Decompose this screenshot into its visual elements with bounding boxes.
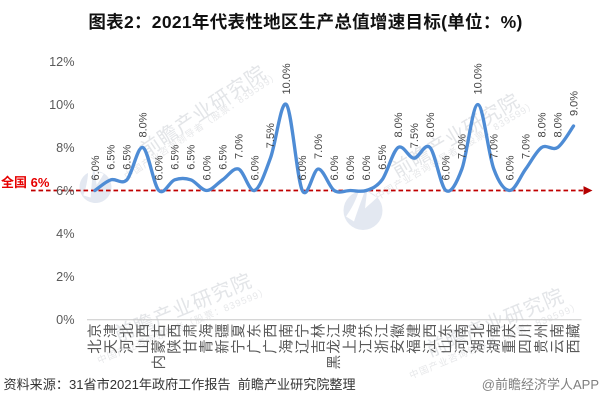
svg-text:重庆: 重庆 bbox=[499, 322, 520, 353]
svg-text:山西: 山西 bbox=[132, 322, 153, 353]
svg-text:2%: 2% bbox=[56, 266, 74, 285]
svg-text:内蒙古: 内蒙古 bbox=[148, 322, 169, 369]
svg-text:安徽: 安徽 bbox=[387, 322, 408, 353]
svg-text:6.0%: 6.0% bbox=[342, 155, 358, 180]
svg-text:浙江: 浙江 bbox=[371, 322, 392, 353]
svg-text:@前瞻经济学人APP: @前瞻经济学人APP bbox=[482, 374, 599, 393]
svg-text:湖北: 湖北 bbox=[467, 322, 488, 353]
svg-text:山东: 山东 bbox=[435, 322, 456, 353]
svg-text:8.0%: 8.0% bbox=[422, 112, 438, 137]
svg-text:0%: 0% bbox=[56, 309, 74, 328]
svg-text:宁夏: 宁夏 bbox=[228, 322, 249, 353]
svg-text:6.0%: 6.0% bbox=[198, 155, 214, 180]
svg-text:上海: 上海 bbox=[339, 322, 360, 353]
svg-text:6.0%: 6.0% bbox=[151, 155, 167, 180]
svg-text:6%: 6% bbox=[56, 180, 74, 199]
svg-text:四川: 四川 bbox=[515, 322, 536, 353]
svg-text:10.0%: 10.0% bbox=[278, 63, 294, 94]
svg-text:广西: 广西 bbox=[259, 322, 280, 353]
svg-text:河南: 河南 bbox=[451, 322, 472, 353]
svg-text:江苏: 江苏 bbox=[355, 322, 376, 353]
svg-text:6.5%: 6.5% bbox=[103, 145, 119, 170]
svg-text:青海: 青海 bbox=[196, 322, 217, 353]
svg-text:10.0%: 10.0% bbox=[470, 63, 486, 94]
svg-text:6.5%: 6.5% bbox=[167, 145, 183, 170]
svg-text:西藏: 西藏 bbox=[563, 322, 584, 353]
svg-text:12%: 12% bbox=[49, 51, 74, 70]
svg-text:图表2：2021年代表性地区生产总值增速目标(单位：%): 图表2：2021年代表性地区生产总值增速目标(单位：%) bbox=[88, 9, 522, 34]
svg-text:广东: 广东 bbox=[244, 322, 265, 353]
svg-text:7.0%: 7.0% bbox=[454, 134, 470, 159]
svg-text:江西: 江西 bbox=[419, 322, 440, 353]
svg-text:6.0%: 6.0% bbox=[502, 155, 518, 180]
svg-text:6.0%: 6.0% bbox=[87, 155, 103, 180]
svg-text:海南: 海南 bbox=[275, 322, 296, 353]
svg-text:资料来源：31省市2021年政府工作报告 前瞻产业研究院整: 资料来源：31省市2021年政府工作报告 前瞻产业研究院整理 bbox=[4, 374, 356, 393]
svg-text:8.0%: 8.0% bbox=[533, 112, 549, 137]
svg-text:6.0%: 6.0% bbox=[438, 155, 454, 180]
svg-text:黑龙江: 黑龙江 bbox=[323, 322, 344, 369]
svg-text:7.0%: 7.0% bbox=[230, 134, 246, 159]
svg-text:6.5%: 6.5% bbox=[119, 145, 135, 170]
svg-text:10%: 10% bbox=[49, 94, 74, 113]
svg-text:6.0%: 6.0% bbox=[326, 155, 342, 180]
svg-text:吉林: 吉林 bbox=[307, 322, 328, 353]
svg-text:天津: 天津 bbox=[100, 322, 121, 353]
svg-text:6.5%: 6.5% bbox=[374, 145, 390, 170]
svg-text:6.5%: 6.5% bbox=[183, 145, 199, 170]
svg-text:8.0%: 8.0% bbox=[135, 112, 151, 137]
svg-text:贵州: 贵州 bbox=[531, 322, 552, 353]
svg-text:7.5%: 7.5% bbox=[262, 123, 278, 148]
svg-text:6.0%: 6.0% bbox=[246, 155, 262, 180]
svg-text:8.0%: 8.0% bbox=[390, 112, 406, 137]
svg-text:7.0%: 7.0% bbox=[486, 134, 502, 159]
svg-text:6.5%: 6.5% bbox=[214, 145, 230, 170]
svg-text:6.0%: 6.0% bbox=[358, 155, 374, 180]
svg-text:8.0%: 8.0% bbox=[549, 112, 565, 137]
svg-text:甘肃: 甘肃 bbox=[180, 322, 201, 353]
svg-text:陕西: 陕西 bbox=[164, 322, 185, 353]
svg-text:4%: 4% bbox=[56, 223, 74, 242]
svg-text:北京: 北京 bbox=[84, 322, 105, 353]
svg-text:湖南: 湖南 bbox=[483, 322, 504, 353]
svg-text:河北: 河北 bbox=[116, 322, 137, 353]
svg-text:新疆: 新疆 bbox=[212, 322, 233, 353]
svg-text:7.5%: 7.5% bbox=[406, 123, 422, 148]
svg-text:7.0%: 7.0% bbox=[518, 134, 534, 159]
svg-text:7.0%: 7.0% bbox=[310, 134, 326, 159]
svg-text:云南: 云南 bbox=[547, 322, 568, 353]
svg-text:9.0%: 9.0% bbox=[565, 91, 581, 116]
svg-text:6.0%: 6.0% bbox=[294, 155, 310, 180]
svg-text:福建: 福建 bbox=[403, 322, 424, 353]
svg-text:辽宁: 辽宁 bbox=[291, 322, 312, 353]
svg-text:8%: 8% bbox=[56, 137, 74, 156]
svg-text:全国 6%: 全国 6% bbox=[1, 172, 50, 191]
